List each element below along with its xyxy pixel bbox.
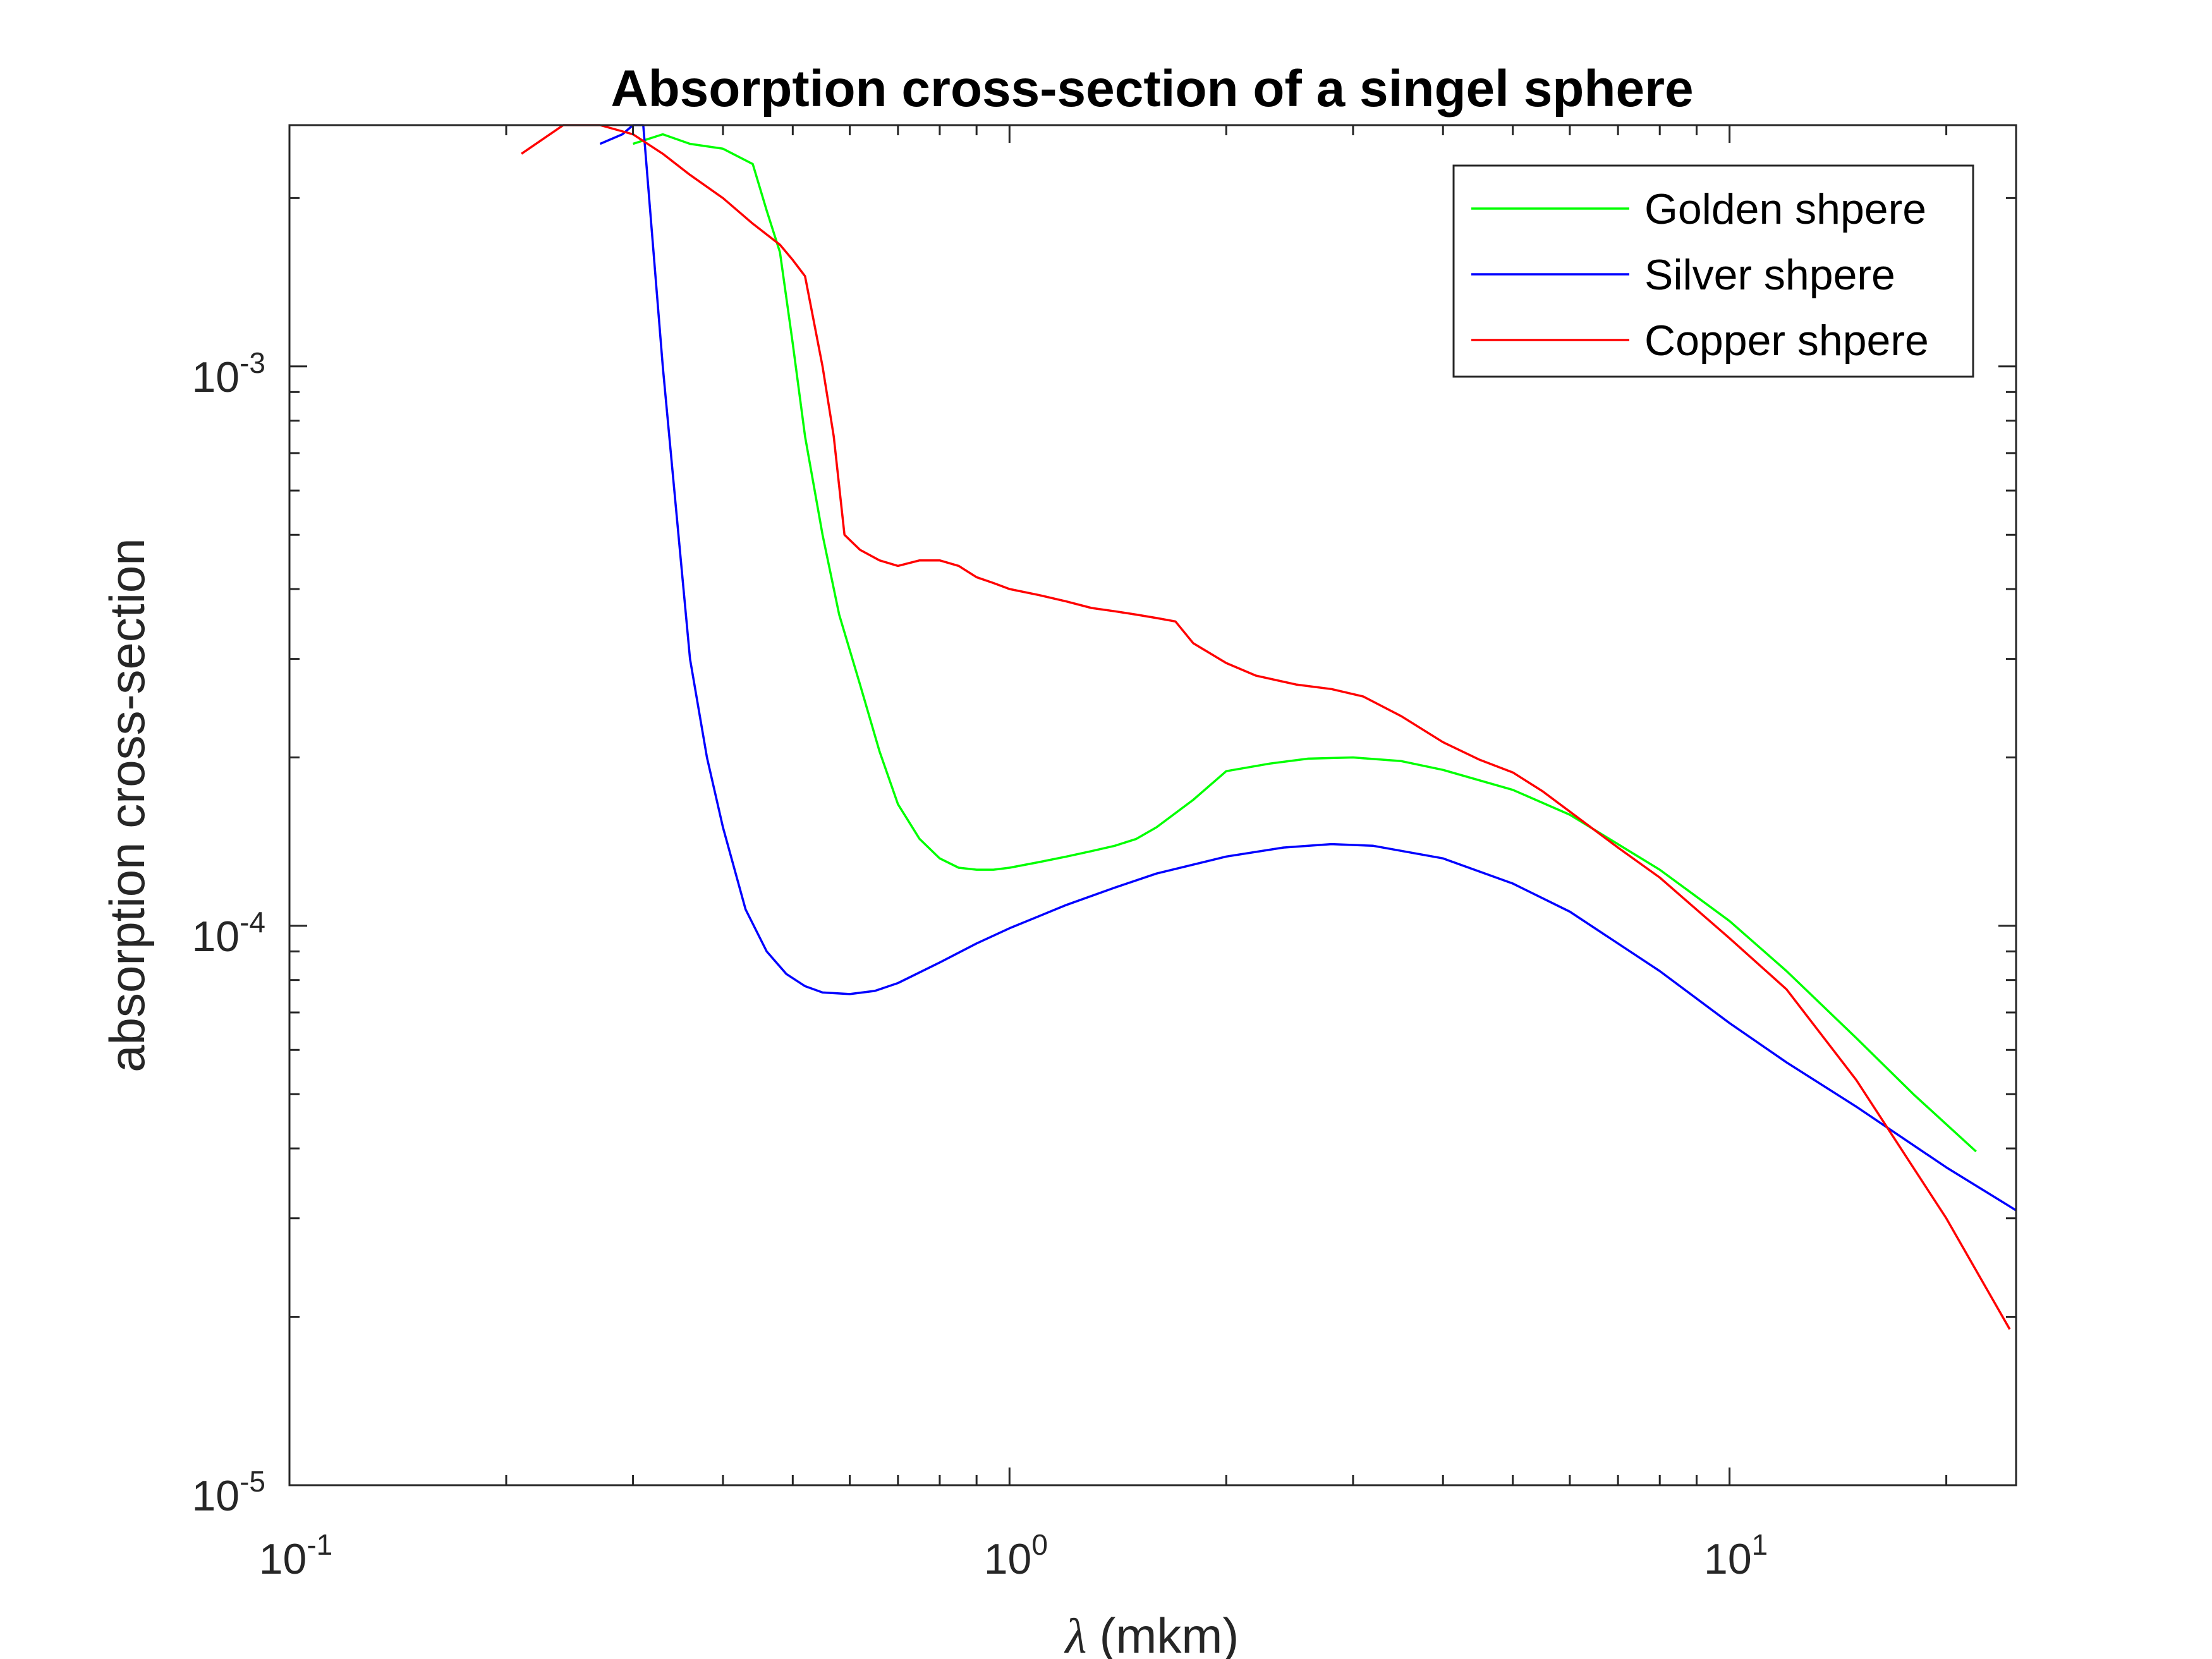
y-tick-label: 10-4 xyxy=(191,906,265,961)
x-tick-label: 10-1 xyxy=(259,1528,333,1583)
x-tick-label: 100 xyxy=(984,1528,1048,1583)
x-tick-label-base: 10 xyxy=(1704,1535,1752,1583)
y-tick-label-exponent: -4 xyxy=(240,906,265,939)
series-layer xyxy=(521,124,2017,1330)
series-line-1 xyxy=(599,124,2017,1212)
legend-label-2: Copper shpere xyxy=(1644,317,1929,365)
ticks-layer xyxy=(288,125,2016,1486)
legend-label-0: Golden shpere xyxy=(1644,185,1926,233)
x-tick-label-exponent: 0 xyxy=(1031,1528,1048,1561)
x-tick-label-exponent: -1 xyxy=(307,1528,332,1561)
y-tick-label: 10-5 xyxy=(191,1465,265,1520)
legend-box xyxy=(1452,164,1974,378)
x-tick-label-base: 10 xyxy=(984,1535,1032,1583)
legend-label-1: Silver shpere xyxy=(1644,251,1895,299)
y-tick-label-exponent: -3 xyxy=(240,346,265,379)
legend-items: Golden shpere Silver shpere Copper shpere xyxy=(1471,185,1929,365)
axes-box xyxy=(288,124,2017,1486)
x-axis-label: λ (mkm) xyxy=(1064,1608,1239,1659)
y-tick-label-base: 10 xyxy=(191,1472,240,1520)
x-tick-label-exponent: 1 xyxy=(1752,1528,1768,1561)
series-line-0 xyxy=(633,133,1977,1153)
x-axis-symbol: λ xyxy=(1064,1608,1087,1659)
series-line-2 xyxy=(521,124,2011,1330)
x-tick-label-base: 10 xyxy=(259,1535,307,1583)
chart-title: Absorption cross-section of a singel sph… xyxy=(611,60,1693,118)
x-tick-label: 101 xyxy=(1704,1528,1768,1583)
y-axis-label: absorption cross-section xyxy=(99,538,155,1072)
y-tick-label-exponent: -5 xyxy=(240,1465,265,1498)
y-tick-label-base: 10 xyxy=(191,913,240,961)
y-tick-label-base: 10 xyxy=(191,353,240,401)
legend: Golden shpere Silver shpere Copper shpere xyxy=(1452,164,1974,378)
x-axis-unit: (mkm) xyxy=(1099,1608,1239,1659)
y-tick-label: 10-3 xyxy=(191,346,265,401)
